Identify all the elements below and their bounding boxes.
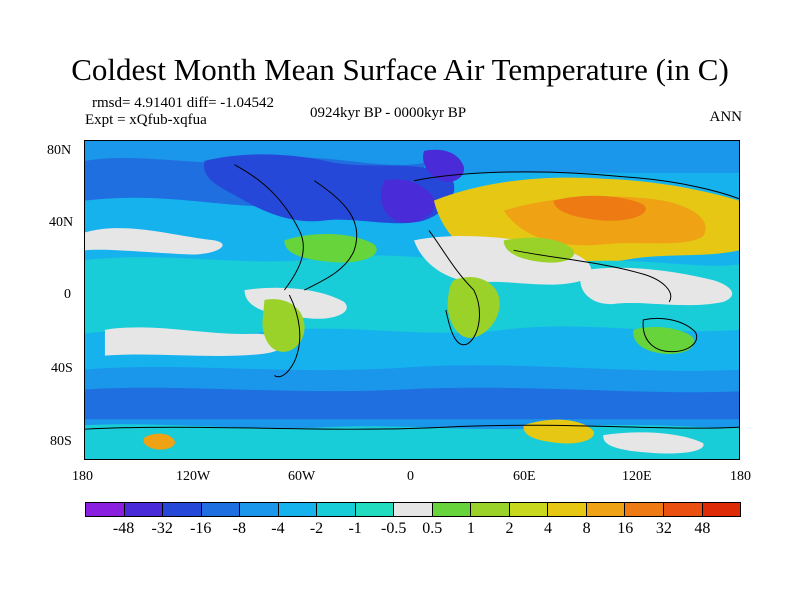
lat-tick-80s: 80S <box>50 434 72 449</box>
lon-tick-0: 0 <box>407 469 414 484</box>
colorbar-label: -0.5 <box>381 520 407 537</box>
colorbar-swatch <box>394 503 433 516</box>
colorbar-label: 32 <box>655 520 672 537</box>
siberia-warm-core <box>503 196 706 246</box>
colorbar-swatch <box>432 503 472 516</box>
colorbar-label: -1 <box>348 520 362 537</box>
north-atlantic-warm-patch <box>284 234 377 263</box>
period-label: 0924kyr BP - 0000kyr BP <box>310 105 467 121</box>
lon-tick-180-right: 180 <box>730 469 751 484</box>
australia-coast <box>642 317 698 353</box>
colorbar-swatch <box>86 503 125 516</box>
colorbar-swatch <box>548 503 587 516</box>
north-america-west-coast <box>234 164 304 291</box>
southern-ocean-cool-band <box>85 387 739 420</box>
colorbar-label: 8 <box>582 520 591 537</box>
south-america-warm-region <box>262 299 305 352</box>
africa-coast <box>428 230 480 346</box>
lon-tick-60w: 60W <box>288 469 316 484</box>
lon-tick-60e: 60E <box>513 469 536 484</box>
africa-warm-region <box>447 277 500 338</box>
north-pacific-neutral-patch <box>85 228 223 255</box>
map-title: Coldest Month Mean Surface Air Temperatu… <box>71 52 729 87</box>
temperature-map-canvas <box>85 141 739 459</box>
colorbar-label: -8 <box>232 520 247 537</box>
siberia-hot-spot <box>553 195 646 221</box>
colorbar-label: 16 <box>617 520 634 537</box>
lon-tick-180-left: 180 <box>72 469 93 484</box>
colorbar-swatch <box>625 503 664 516</box>
colorbar-label: 2 <box>505 520 514 537</box>
colorbar-label: -16 <box>190 520 212 537</box>
lon-tick-120w: 120W <box>176 469 211 484</box>
colorbar-swatch <box>278 503 318 516</box>
lat-tick-40s: 40S <box>51 361 73 376</box>
antarctica-neutral-patch <box>603 432 704 454</box>
colorbar-label: 1 <box>466 520 475 537</box>
colorbar-label: -4 <box>271 520 285 537</box>
colorbar-swatch <box>124 503 164 516</box>
colorbar-swatch <box>586 503 626 516</box>
colorbar-swatch <box>163 503 202 516</box>
lat-tick-0: 0 <box>64 287 71 302</box>
lat-tick-40n: 40N <box>49 215 74 230</box>
colorbar <box>85 502 741 517</box>
lat-tick-80n: 80N <box>47 143 72 158</box>
temperature-map <box>84 140 740 460</box>
greenland-cold-core <box>423 149 465 182</box>
asia-south-coast <box>513 249 672 303</box>
coastlines <box>85 164 739 430</box>
australia-warm-patch <box>633 327 695 354</box>
antarctica-coast <box>85 424 739 430</box>
colorbar-swatch <box>663 503 703 516</box>
middle-east-warm-patch <box>503 237 575 263</box>
south-pacific-neutral-patch <box>104 327 283 356</box>
colorbar-swatch <box>240 503 279 516</box>
lon-tick-120e: 120E <box>622 469 652 484</box>
rmsd-diff-stats: rmsd= 4.91401 diff= -1.04542 <box>92 95 275 111</box>
north-america-east-coast <box>304 180 358 291</box>
experiment-label: Expt = xQfub-xqfua <box>85 112 207 128</box>
colorbar-swatch <box>201 503 241 516</box>
colorbar-label: -2 <box>309 520 324 537</box>
colorbar-label: 0.5 <box>422 520 443 537</box>
colorbar-swatch <box>702 503 741 516</box>
indian-ocean-neutral-region <box>580 267 733 306</box>
ross-sea-warm-spot <box>143 433 175 450</box>
colorbar-swatch <box>355 503 395 516</box>
colorbar-swatch <box>471 503 510 516</box>
eurasia-north-coast <box>413 171 739 200</box>
colorbar-swatch <box>317 503 356 516</box>
colorbar-label: -48 <box>112 520 135 537</box>
colorbar-label: 4 <box>544 520 553 537</box>
south-america-coast <box>274 294 301 378</box>
canada-cold-core <box>381 179 435 223</box>
colorbar-label: -32 <box>151 520 173 537</box>
colorbar-label: 48 <box>694 520 711 537</box>
colorbar-swatch <box>509 503 549 516</box>
season-label: ANN <box>709 109 743 125</box>
